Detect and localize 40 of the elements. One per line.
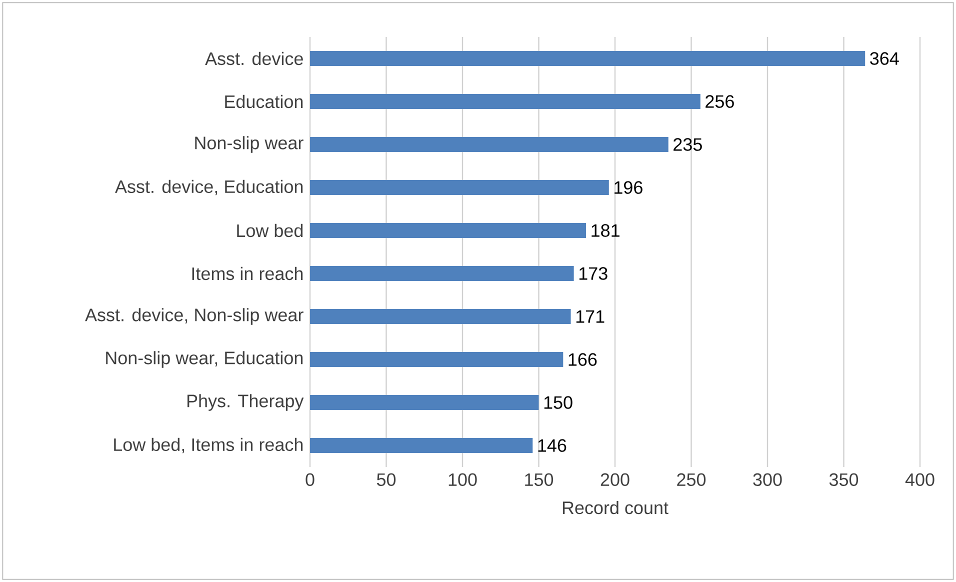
bar	[310, 137, 668, 152]
bar	[310, 180, 609, 196]
data-label: 150	[544, 396, 572, 409]
data-label: 181	[592, 224, 620, 237]
data-label: 173	[579, 267, 608, 280]
x-tick-label: 200	[600, 473, 630, 486]
data-label: 364	[870, 52, 899, 65]
y-tick-label: Items in reach	[192, 266, 303, 280]
x-tick-label: 400	[905, 473, 934, 486]
x-tick-label: 350	[829, 473, 858, 486]
y-tick-label: Asst. device, Education	[115, 180, 303, 196]
bar	[310, 352, 564, 368]
y-tick-label: Asst. device	[205, 52, 303, 66]
data-label: 171	[576, 310, 604, 323]
x-tick-label: 50	[376, 473, 396, 486]
y-tick-label: Phys. Therapy	[188, 394, 304, 411]
bar	[310, 395, 539, 410]
x-axis-title: Record count	[562, 500, 668, 514]
y-tick-label: Education	[225, 94, 303, 108]
bar	[310, 438, 533, 454]
data-label: 256	[706, 95, 734, 108]
data-label: 235	[674, 138, 702, 151]
x-tick-label: 100	[448, 473, 477, 486]
y-tick-label: Low bed, Items in reach	[114, 438, 303, 454]
bar	[310, 94, 700, 110]
y-tick-label: Asst. device, Non-slip wear	[85, 308, 304, 325]
y-tick-label: Non-slip wear	[195, 136, 304, 153]
bar	[310, 51, 866, 66]
y-tick-label: Low bed	[237, 224, 303, 238]
x-tick-label: 0	[306, 473, 314, 486]
y-tick-label: Non-slip wear, Education	[106, 351, 303, 368]
bar	[310, 309, 571, 324]
x-tick-label: 300	[753, 473, 782, 486]
x-tick-label: 250	[677, 473, 706, 486]
bar	[310, 223, 586, 238]
data-label: 146	[538, 439, 566, 452]
x-tick-label: 150	[525, 473, 554, 486]
data-label: 166	[568, 353, 597, 366]
data-label: 196	[614, 181, 642, 194]
bar	[310, 266, 574, 282]
